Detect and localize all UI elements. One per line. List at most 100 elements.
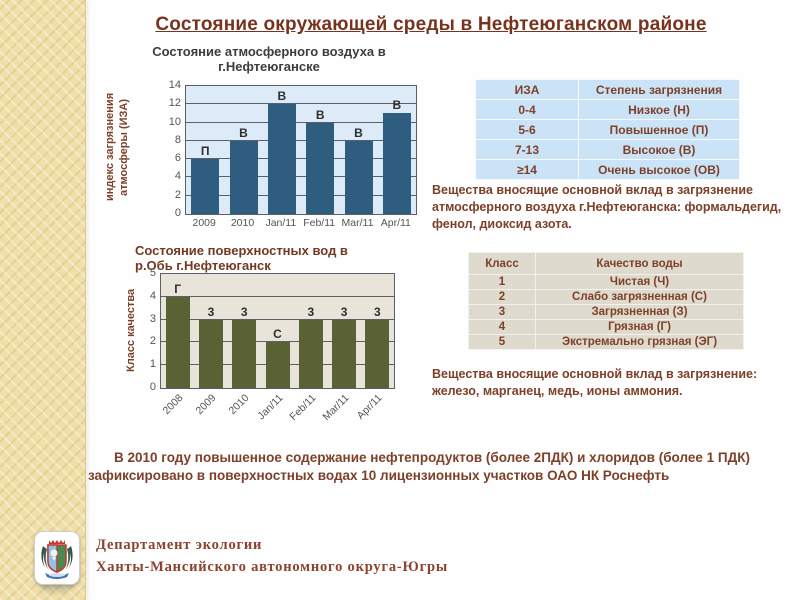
gridline: [161, 318, 394, 320]
table-cell: Слабо загрязненная (С): [535, 289, 744, 305]
table-header: ИЗА: [475, 79, 579, 100]
bar-2009: [191, 159, 220, 214]
table-cell: 7-13: [475, 139, 579, 160]
y-tick-label: 2: [174, 188, 181, 201]
table-row: 5 Экстремально грязная (ЭГ): [468, 334, 744, 350]
bar-Mar/11: [332, 320, 357, 388]
table-cell: Грязная (Г): [535, 319, 744, 335]
table-cell: 2: [468, 289, 536, 305]
air-chart-title: Состояние атмосферного воздуха в г.Нефте…: [152, 44, 386, 74]
air-chart-y-axis-label: индекс загрязнения атмосферы (ИЗА): [104, 92, 130, 202]
y-tick-label: 5: [149, 267, 156, 279]
x-tick-label: 2009: [192, 217, 216, 229]
y-tick-label: 14: [168, 79, 181, 91]
bar-Feb/11: [306, 123, 335, 214]
table-cell: Чистая (Ч): [535, 274, 744, 290]
x-tick-label: Apr/11: [380, 217, 411, 229]
bar-Apr/11: [365, 320, 390, 388]
air-quality-chart: Состояние атмосферного воздуха в г.Нефте…: [103, 44, 433, 236]
y-tick-label: 1: [149, 358, 156, 371]
gridline: [161, 295, 394, 297]
table-row: 4 Грязная (Г): [468, 319, 744, 335]
y-tick-label: 8: [174, 133, 181, 146]
water-quality-chart: Состояние поверхностных вод в р.Обь г.Не…: [118, 243, 428, 428]
gridline: [186, 103, 416, 105]
water-pollutants-note: Вещества вносящие основной вклад в загря…: [432, 367, 758, 398]
gridline: [186, 158, 416, 160]
air-chart-x-axis: 2009 2010 Jan/11 Feb/11 Mar/11 Apr/11: [185, 214, 415, 254]
bar-2010: [229, 141, 258, 214]
bar-value-label: В: [392, 98, 402, 112]
y-tick-label: 2: [149, 335, 156, 348]
y-tick-label: 12: [168, 97, 181, 110]
bar-value-label: 3: [240, 305, 248, 319]
footer-org-line2: Ханты-Мансийского автономного округа-Югр…: [96, 559, 449, 575]
bar-value-label: 3: [207, 305, 215, 319]
table-row: 7-13 Высокое (В): [475, 139, 740, 160]
gridline: [186, 176, 416, 178]
bar-2009: [198, 320, 223, 388]
bar-2008: [165, 297, 190, 388]
bar-value-label: 3: [374, 305, 381, 319]
water-quality-legend-table: Класс Качество воды 1 Чистая (Ч) 2 Слабо загр…: [468, 252, 744, 350]
bar-2010: [232, 320, 257, 388]
table-cell: Повышенное (П): [578, 119, 740, 140]
table-row: 5-6 Повышенное (П): [475, 119, 740, 140]
table-cell: 5-6: [475, 119, 579, 140]
y-tick-label: 3: [149, 312, 156, 325]
khanty-mansi-emblem-icon: [41, 540, 73, 579]
y-tick-label: 0: [174, 207, 181, 219]
bar-value-label: 3: [307, 305, 315, 319]
table-cell: Высокое (В): [578, 139, 740, 160]
page-title: Состояние окружающей среды в Нефтеюганск…: [155, 14, 707, 35]
table-cell: Экстремально грязная (ЭГ): [535, 334, 744, 350]
table-header: Степень загрязнения: [578, 79, 740, 100]
y-tick-label: 4: [174, 170, 181, 183]
table-cell: 1: [468, 274, 536, 290]
table-row: 0-4 Низкое (Н): [475, 99, 740, 120]
x-tick-label: Feb/11: [303, 217, 336, 229]
gridline: [161, 341, 394, 343]
air-chart-plot: П В В В В В: [185, 85, 417, 215]
water-chart-y-ticks: 0 1 2 3 4 5: [144, 267, 156, 393]
x-tick-label: Jan/11: [265, 217, 297, 229]
bar-Jan/11: [267, 104, 296, 214]
sidebar-decoration: [0, 0, 86, 600]
iza-legend-table: ИЗА Степень загрязнения 0-4 Низкое (Н) 5-6 По…: [475, 79, 740, 180]
bar-value-label: В: [315, 108, 325, 122]
table-cell: 4: [468, 319, 536, 335]
bar-Feb/11: [298, 320, 323, 388]
bar-value-label: В: [277, 89, 287, 103]
bar-value-label: Г: [174, 282, 182, 296]
x-tick-label: 2010: [230, 217, 255, 229]
gridline: [186, 194, 416, 196]
table-cell: 3: [468, 304, 536, 320]
table-header: Класс: [468, 252, 536, 275]
table-cell: Низкое (Н): [578, 99, 740, 120]
table-cell: 5: [468, 334, 536, 350]
bar-value-label: П: [200, 144, 210, 158]
bar-value-label: С: [273, 327, 282, 341]
table-cell: 0-4: [475, 99, 579, 120]
bar-value-label: В: [239, 126, 248, 140]
y-tick-label: 10: [168, 115, 181, 128]
y-tick-label: 4: [149, 289, 156, 302]
org-logo: [34, 531, 80, 585]
logo-reflection: [40, 585, 72, 593]
table-row: 2 Слабо загрязненная (С): [468, 289, 744, 305]
bar-value-label: 3: [340, 305, 348, 319]
water-chart-x-axis: 2008 2009 2010 Jan/11 Feb/11 Mar/11 Apr/11: [160, 387, 393, 427]
gridline: [186, 139, 416, 141]
bar-Mar/11: [344, 141, 373, 214]
gridline: [186, 121, 416, 123]
x-tick-label: Mar/11: [341, 217, 374, 229]
oil-products-note: В 2010 году повышенное содержание нефтеп…: [88, 450, 750, 483]
y-tick-label: 6: [174, 152, 181, 165]
water-chart-title: Состояние поверхностных вод в р.Обь г.Не…: [135, 243, 348, 273]
bar-value-label: В: [354, 126, 363, 140]
table-cell: ≥14: [475, 159, 579, 180]
bar-Jan/11: [265, 342, 290, 388]
water-chart-y-axis-label: Класс качества: [125, 288, 137, 372]
table-cell: Очень высокое (ОВ): [578, 159, 740, 180]
table-row: 1 Чистая (Ч): [468, 274, 744, 290]
